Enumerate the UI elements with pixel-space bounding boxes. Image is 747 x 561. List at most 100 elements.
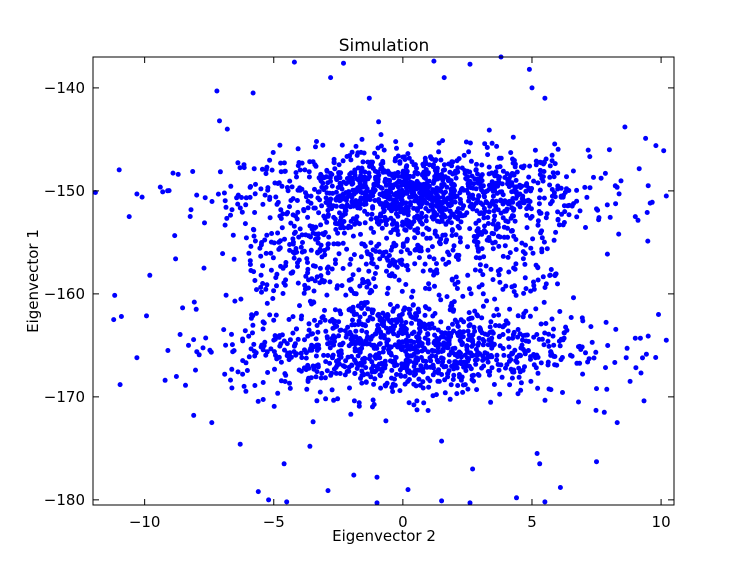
data-point [459,165,465,171]
data-point [427,235,433,241]
data-point [426,183,432,189]
data-point [593,349,599,355]
data-point [663,193,669,199]
data-point [310,263,316,269]
data-point [376,197,382,202]
data-point [577,208,583,214]
data-point [139,194,145,200]
data-point [290,330,296,336]
data-point [324,368,330,374]
data-point [274,283,279,289]
data-point [412,261,418,267]
data-point [479,365,485,371]
data-point [434,185,440,191]
data-point [260,380,266,385]
data-point [403,227,409,233]
y-tick-label: −150 [44,182,85,200]
data-point [487,324,493,330]
data-point [637,335,643,341]
data-point [250,90,256,96]
data-point [537,187,543,193]
data-point [393,211,399,217]
data-point [295,260,300,266]
data-point [414,407,420,413]
data-point [412,215,418,220]
data-point [338,225,344,231]
data-point [498,210,504,216]
data-point [501,352,507,358]
data-point [535,222,541,228]
data-point [407,219,413,225]
data-point [475,248,481,254]
data-point [425,247,431,253]
data-point [325,335,330,341]
data-point [511,188,516,194]
data-point [645,333,651,339]
data-point [330,325,336,331]
data-point [411,205,417,211]
data-point [291,231,297,236]
data-point [175,171,181,177]
data-point [346,191,352,197]
data-point [275,199,281,205]
data-point [260,347,266,353]
data-point [290,249,296,255]
data-point [305,377,311,383]
data-point [278,378,284,384]
data-point [495,221,501,227]
data-point [514,169,520,175]
data-point [180,305,186,311]
data-point [414,398,420,404]
data-point [308,200,314,206]
data-point [264,282,270,288]
data-point [315,364,321,370]
data-point [458,219,464,225]
data-point [188,207,194,213]
data-point [427,267,433,273]
data-point [499,374,505,380]
data-point [593,407,599,413]
data-point [479,231,485,237]
data-point [549,198,555,204]
data-point [221,190,227,196]
data-point [511,369,517,375]
data-point [297,167,303,173]
data-point [479,315,485,321]
data-point [253,181,258,187]
data-point [613,326,619,332]
data-point [518,387,524,393]
data-point [268,250,274,256]
data-point [230,349,236,355]
data-point [496,272,502,278]
data-point [268,267,274,273]
data-point [507,250,513,256]
data-point [335,241,340,247]
data-point [557,343,563,349]
data-point [535,385,541,391]
data-point [308,331,314,337]
data-point [469,343,475,349]
data-point [369,288,375,294]
data-point [559,211,565,217]
data-point [424,235,430,241]
data-point [200,345,206,351]
data-point [323,328,329,334]
data-point [429,353,435,359]
data-point [449,303,455,308]
data-point [594,386,599,392]
data-point [502,175,508,180]
data-point [319,254,325,260]
data-point [263,171,269,177]
data-point [480,272,486,278]
data-point [282,282,288,288]
data-point [461,152,467,158]
data-point [409,294,415,300]
data-point [294,174,299,180]
data-point [343,292,349,298]
data-point [356,400,362,406]
data-point [495,268,501,274]
data-point [268,239,274,245]
data-point [480,202,486,208]
data-point [504,206,510,212]
data-point [288,354,294,360]
